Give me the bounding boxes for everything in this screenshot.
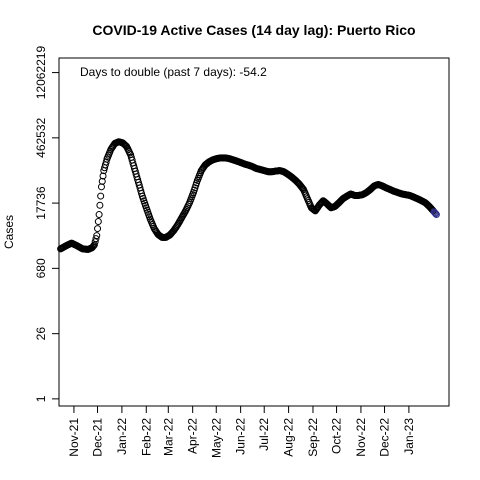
x-tick-label: May-22 xyxy=(209,418,223,458)
x-tick-label: Apr-22 xyxy=(186,418,200,454)
y-tick-label: 17736 xyxy=(34,186,48,220)
chart-title: COVID-19 Active Cases (14 day lag): Puer… xyxy=(92,22,415,38)
x-tick-label: Feb-22 xyxy=(139,418,153,456)
data-point xyxy=(102,158,110,166)
x-tick-label: Dec-21 xyxy=(91,418,105,457)
data-point xyxy=(94,218,102,226)
y-tick-label: 680 xyxy=(34,258,48,278)
y-tick-label: 26 xyxy=(34,327,48,341)
x-tick-label: Oct-22 xyxy=(330,418,344,454)
data-points xyxy=(57,138,440,253)
data-point xyxy=(432,210,440,218)
x-tick-label: Dec-22 xyxy=(378,418,392,457)
x-tick-label: Jan-23 xyxy=(402,418,416,455)
y-axis-label: Cases xyxy=(2,215,16,249)
y-tick-label: 462532 xyxy=(34,117,48,157)
x-tick-label: Jan-22 xyxy=(115,418,129,455)
x-tick-label: Nov-21 xyxy=(67,418,81,457)
data-point xyxy=(93,232,101,240)
x-tick-label: Aug-22 xyxy=(282,418,296,457)
data-point xyxy=(95,211,103,219)
x-tick-label: Mar-22 xyxy=(161,418,175,456)
x-axis: Nov-21 Dec-21 Jan-22 Feb-22 Mar-22 Apr-22 May-… xyxy=(67,406,416,458)
data-point xyxy=(99,172,107,180)
data-point xyxy=(138,189,146,197)
data-point xyxy=(90,242,98,250)
data-point xyxy=(96,201,104,209)
data-point xyxy=(98,177,106,185)
x-tick-label: Nov-22 xyxy=(354,418,368,457)
data-point xyxy=(432,211,440,219)
data-point xyxy=(91,238,99,246)
data-point xyxy=(90,241,98,249)
data-point xyxy=(92,235,100,243)
data-point xyxy=(298,183,306,191)
data-point xyxy=(94,225,102,233)
y-tick-label: 1 xyxy=(34,395,48,402)
chart-annotation: Days to double (past 7 days): -54.2 xyxy=(80,65,267,79)
data-point xyxy=(97,192,105,200)
data-point xyxy=(310,206,318,214)
y-axis: 1 26 680 17736 462532 12062219 xyxy=(34,46,59,402)
data-point xyxy=(97,183,105,191)
x-tick-label: Jun-22 xyxy=(234,418,248,455)
y-tick-label: 12062219 xyxy=(34,46,48,100)
data-point xyxy=(431,209,439,217)
x-tick-label: Jul-22 xyxy=(257,418,271,451)
x-tick-label: Sep-22 xyxy=(306,418,320,457)
plot-area xyxy=(58,57,450,407)
